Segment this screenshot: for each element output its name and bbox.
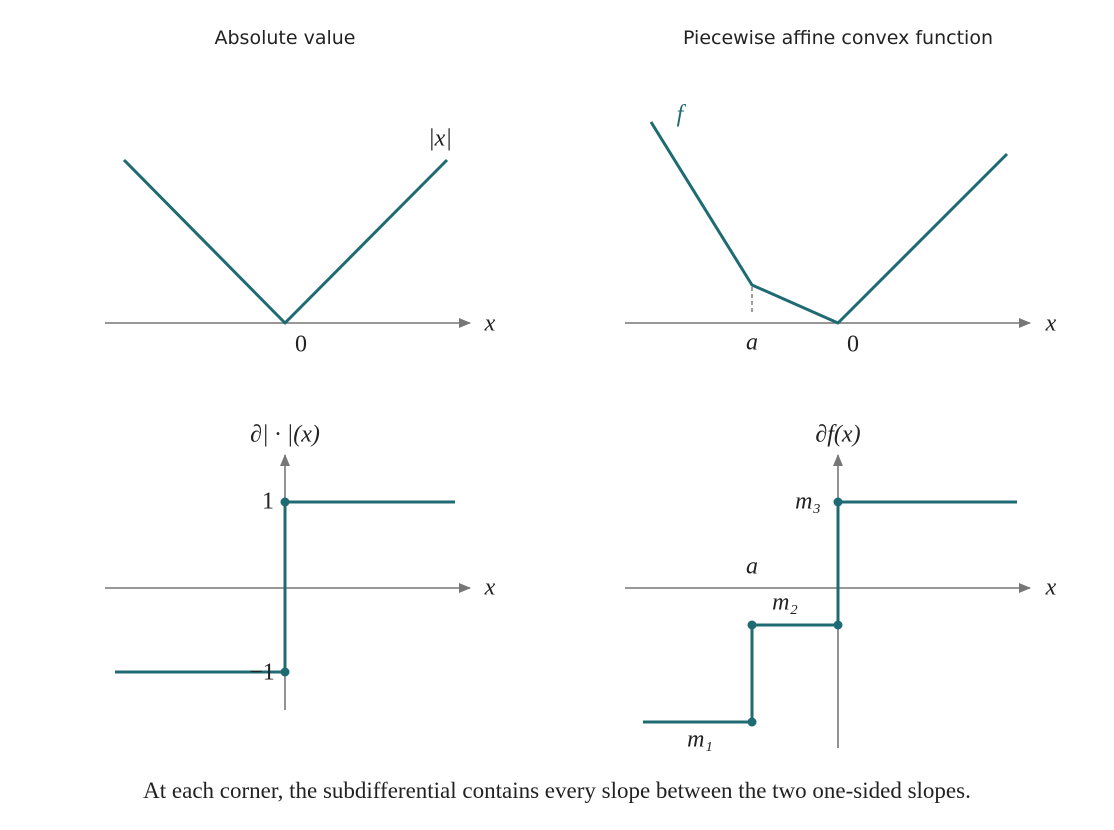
axis-label: x [1045,311,1057,337]
slope-label: m₁ [687,727,713,753]
endpoint [280,667,290,677]
subdiff-step [115,500,455,674]
slope-label: m₂ [772,590,798,616]
endpoint [747,717,757,727]
lower-label: −1 [249,660,275,686]
panel-title: Absolute value [215,27,356,49]
panel-title: Piecewise affine convex function [683,27,993,49]
slope-label: m₃ [795,489,821,515]
corner-label: a [746,554,758,580]
function-label: ∂| · |(x) [250,422,320,448]
caption: At each corner, the subdifferential cont… [143,778,971,803]
axis-label: x [1045,575,1057,601]
upper-label: 1 [262,489,274,515]
f-curve [649,121,1009,325]
function-label: f [677,102,687,128]
axis-label: x [484,311,496,337]
endpoint [833,620,843,630]
endpoint [280,497,290,507]
function-label: ∂f(x) [815,422,860,448]
subdiff-step [643,500,1017,724]
endpoint [747,620,757,630]
origin-label: 0 [295,332,307,358]
origin-label: 0 [847,332,859,358]
abs-curve [122,158,449,325]
corner-label: a [746,330,758,356]
endpoint [833,497,843,507]
axis-label: x [484,575,496,601]
function-label: |x| [428,126,452,152]
